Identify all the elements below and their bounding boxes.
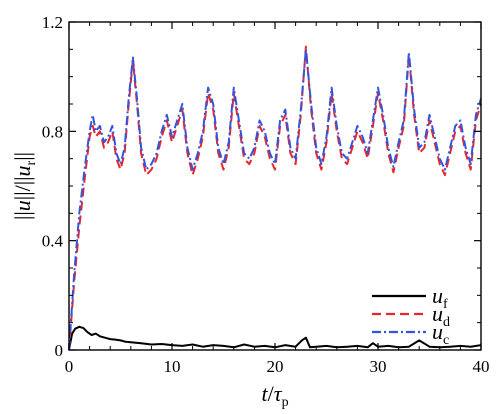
y-label-bar-right: || xyxy=(10,152,35,161)
y-label-bar-left: || xyxy=(10,211,35,220)
x-tick-label: 40 xyxy=(473,357,490,376)
legend-ud-subscript: d xyxy=(443,315,450,330)
x-label-tau: τ xyxy=(274,381,283,406)
legend-label-uc: uc xyxy=(432,319,449,348)
legend-uf-symbol: u xyxy=(432,283,443,308)
tick-layer: 0 10 20 30 40 0 0.4 0.8 1.2 xyxy=(42,13,490,376)
x-tick-label: 20 xyxy=(267,357,284,376)
y-tick-label: 0.4 xyxy=(42,232,64,251)
x-tick-label: 10 xyxy=(164,357,181,376)
series-line-u-d xyxy=(68,45,482,351)
series-line-u-f xyxy=(68,325,482,351)
y-axis-label: ||u||/||ur|| xyxy=(10,152,39,220)
legend-uc-subscript: c xyxy=(443,333,449,348)
y-label-u: u xyxy=(10,200,35,211)
legend-ud-symbol: u xyxy=(432,301,443,326)
legend-label-uf: uf xyxy=(432,283,448,312)
y-label-subscript: r xyxy=(24,160,39,165)
legend-uc-symbol: u xyxy=(432,319,443,344)
x-label-subscript: p xyxy=(282,395,289,410)
y-tick-label: 0.8 xyxy=(42,122,63,141)
y-tick-label: 1.2 xyxy=(42,13,63,32)
x-tick-label: 0 xyxy=(65,357,74,376)
legend-item-ud: ud xyxy=(372,301,450,330)
legend-label-ud: ud xyxy=(432,301,450,330)
series-layer xyxy=(68,45,482,351)
y-label-middle: ||/|| xyxy=(10,176,35,200)
legend-item-uc: uc xyxy=(372,319,449,348)
legend: uf ud uc xyxy=(372,283,450,348)
x-tick-label: 30 xyxy=(370,357,387,376)
y-tick-label: 0 xyxy=(55,341,64,360)
x-axis-label: t/τp xyxy=(261,381,288,410)
legend-uf-subscript: f xyxy=(443,297,448,312)
series-line-u-c xyxy=(68,48,482,351)
y-label-u-r: u xyxy=(10,165,35,176)
x-label-t: t xyxy=(261,381,268,406)
legend-item-uf: uf xyxy=(372,283,448,312)
x-label-slash: / xyxy=(268,381,275,406)
